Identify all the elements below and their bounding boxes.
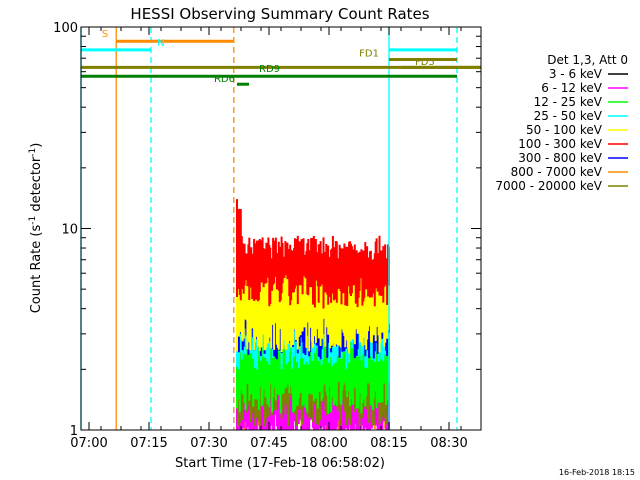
legend-header: Det 1,3, Att 0 [547,53,628,67]
flag-label-RD9: RD9 [259,64,280,75]
y-tick-label: 1 [70,424,78,439]
legend-label: 50 - 100 keV [526,123,603,137]
x-tick-label: 07:30 [190,436,227,451]
flag-label-S: S [102,29,108,40]
y-axis-label-sup-2: -1 [28,148,38,157]
x-tick-label: 08:00 [310,436,347,451]
footer-date: 16-Feb-2018 18:15 [559,468,635,477]
y-axis-label-mid: detector [29,156,44,216]
flag-bars: S N FD1 FD5 RD9 RD6 [81,29,481,86]
legend-label: 800 - 7000 keV [511,165,603,179]
x-tick-label: 07:15 [130,436,167,451]
y-axis-label-end: ) [29,143,44,148]
chart-title: HESSI Observing Summary Count Rates [130,5,429,23]
y-tick-label: 100 [53,21,78,36]
y-axis-label-main: Count Rate (s [29,225,44,314]
y-axis-label-sup-1: -1 [28,216,38,225]
y-tick-label: 10 [61,223,78,238]
flag-label-RD6: RD6 [214,74,235,85]
flag-label-FD1: FD1 [359,49,379,60]
legend-label: 100 - 300 keV [518,137,602,151]
x-tick-label: 07:45 [250,436,287,451]
legend-label: 6 - 12 keV [541,81,603,95]
flag-label-N: N [157,38,164,49]
legend-label: 12 - 25 keV [534,95,603,109]
legend-label: 300 - 800 keV [518,151,602,165]
x-axis-label: Start Time (17-Feb-18 06:58:02) [175,456,385,471]
legend-label: 3 - 6 keV [549,67,603,81]
legend-label: 7000 - 20000 keV [495,179,602,193]
x-tick-label: 08:15 [370,436,407,451]
y-axis-label: Count Rate (s-1 detector-1) [28,143,44,314]
axis-ticks: 07:00 07:15 07:30 07:45 08:00 08:15 08:30 1 10 10… [53,21,482,451]
data-layer [236,199,390,430]
legend-label: 25 - 50 keV [534,109,603,123]
x-tick-label: 07:00 [70,436,107,451]
series-band-100-300keV [236,199,390,309]
x-tick-label: 08:30 [430,436,467,451]
flag-label-FD5: FD5 [415,57,435,68]
